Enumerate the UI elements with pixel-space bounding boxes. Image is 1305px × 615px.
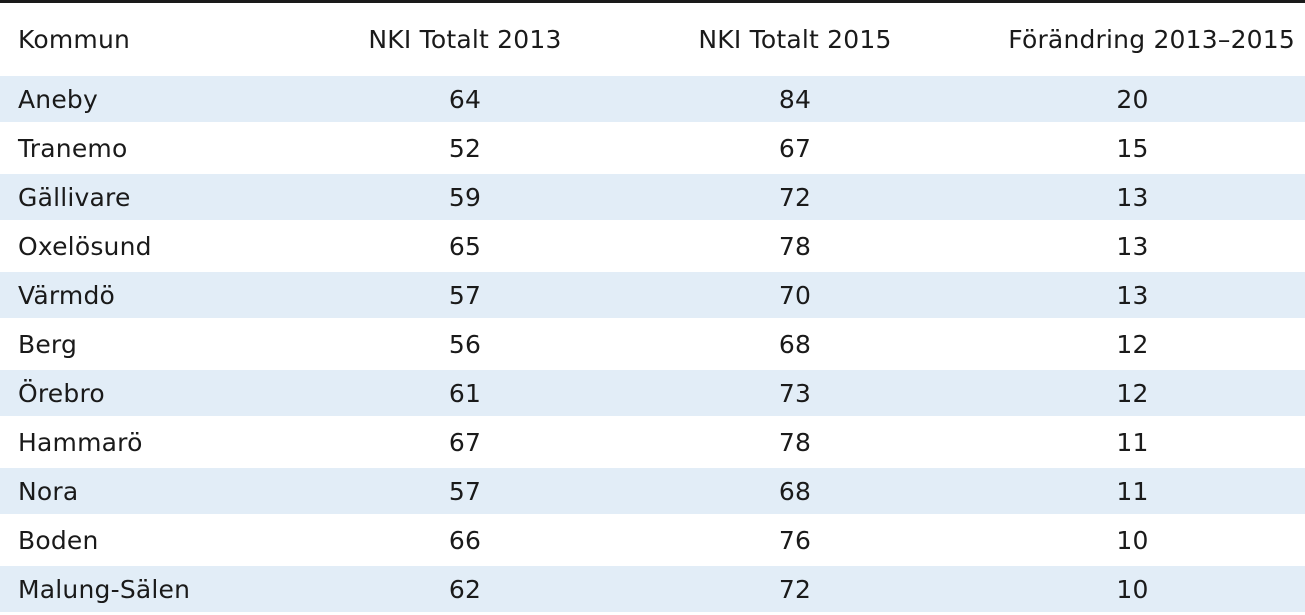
cell-change: 10 — [960, 566, 1305, 615]
cell-nki-2015: 73 — [630, 370, 960, 419]
cell-change: 12 — [960, 370, 1305, 419]
cell-kommun: Hammarö — [0, 419, 300, 468]
table-header: Kommun NKI Totalt 2013 NKI Totalt 2015 F… — [0, 3, 1305, 76]
cell-change: 15 — [960, 125, 1305, 174]
cell-nki-2013: 57 — [300, 468, 630, 517]
top-rule — [0, 0, 1305, 3]
cell-nki-2013: 57 — [300, 272, 630, 321]
header-row: Kommun NKI Totalt 2013 NKI Totalt 2015 F… — [0, 3, 1305, 76]
cell-kommun: Värmdö — [0, 272, 300, 321]
cell-change: 11 — [960, 419, 1305, 468]
cell-kommun: Berg — [0, 321, 300, 370]
table-row: Berg 56 68 12 — [0, 321, 1305, 370]
header-nki-2015: NKI Totalt 2015 — [698, 25, 892, 54]
cell-nki-2015: 70 — [630, 272, 960, 321]
cell-nki-2013: 67 — [300, 419, 630, 468]
table-row: Gällivare 59 72 13 — [0, 174, 1305, 223]
header-change: Förändring 2013–2015 — [1008, 25, 1295, 54]
table-row: Boden 66 76 10 — [0, 517, 1305, 566]
table-row: Värmdö 57 70 13 — [0, 272, 1305, 321]
table-row: Aneby 64 84 20 — [0, 76, 1305, 125]
cell-change: 13 — [960, 272, 1305, 321]
cell-kommun: Örebro — [0, 370, 300, 419]
cell-nki-2015: 67 — [630, 125, 960, 174]
header-nki-2013: NKI Totalt 2013 — [368, 25, 562, 54]
cell-nki-2015: 68 — [630, 321, 960, 370]
cell-nki-2015: 72 — [630, 174, 960, 223]
table-row: Nora 57 68 11 — [0, 468, 1305, 517]
cell-nki-2015: 76 — [630, 517, 960, 566]
header-kommun: Kommun — [18, 25, 131, 54]
cell-nki-2013: 65 — [300, 223, 630, 272]
cell-nki-2013: 52 — [300, 125, 630, 174]
table-row: Oxelösund 65 78 13 — [0, 223, 1305, 272]
cell-kommun: Boden — [0, 517, 300, 566]
cell-change: 13 — [960, 223, 1305, 272]
cell-nki-2013: 64 — [300, 76, 630, 125]
table-row: Tranemo 52 67 15 — [0, 125, 1305, 174]
table-body: Aneby 64 84 20 Tranemo 52 67 15 Gällivar… — [0, 76, 1305, 615]
cell-nki-2015: 68 — [630, 468, 960, 517]
cell-nki-2013: 56 — [300, 321, 630, 370]
table-row: Hammarö 67 78 11 — [0, 419, 1305, 468]
cell-change: 13 — [960, 174, 1305, 223]
table-row: Malung-Sälen 62 72 10 — [0, 566, 1305, 615]
cell-change: 11 — [960, 468, 1305, 517]
cell-change: 20 — [960, 76, 1305, 125]
cell-kommun: Gällivare — [0, 174, 300, 223]
cell-kommun: Nora — [0, 468, 300, 517]
cell-nki-2013: 59 — [300, 174, 630, 223]
cell-kommun: Aneby — [0, 76, 300, 125]
cell-kommun: Oxelösund — [0, 223, 300, 272]
cell-change: 10 — [960, 517, 1305, 566]
table-row: Örebro 61 73 12 — [0, 370, 1305, 419]
nki-table: Kommun NKI Totalt 2013 NKI Totalt 2015 F… — [0, 3, 1305, 615]
cell-change: 12 — [960, 321, 1305, 370]
cell-nki-2013: 66 — [300, 517, 630, 566]
cell-nki-2015: 84 — [630, 76, 960, 125]
cell-nki-2015: 78 — [630, 223, 960, 272]
cell-kommun: Malung-Sälen — [0, 566, 300, 615]
cell-nki-2015: 78 — [630, 419, 960, 468]
cell-kommun: Tranemo — [0, 125, 300, 174]
cell-nki-2013: 61 — [300, 370, 630, 419]
